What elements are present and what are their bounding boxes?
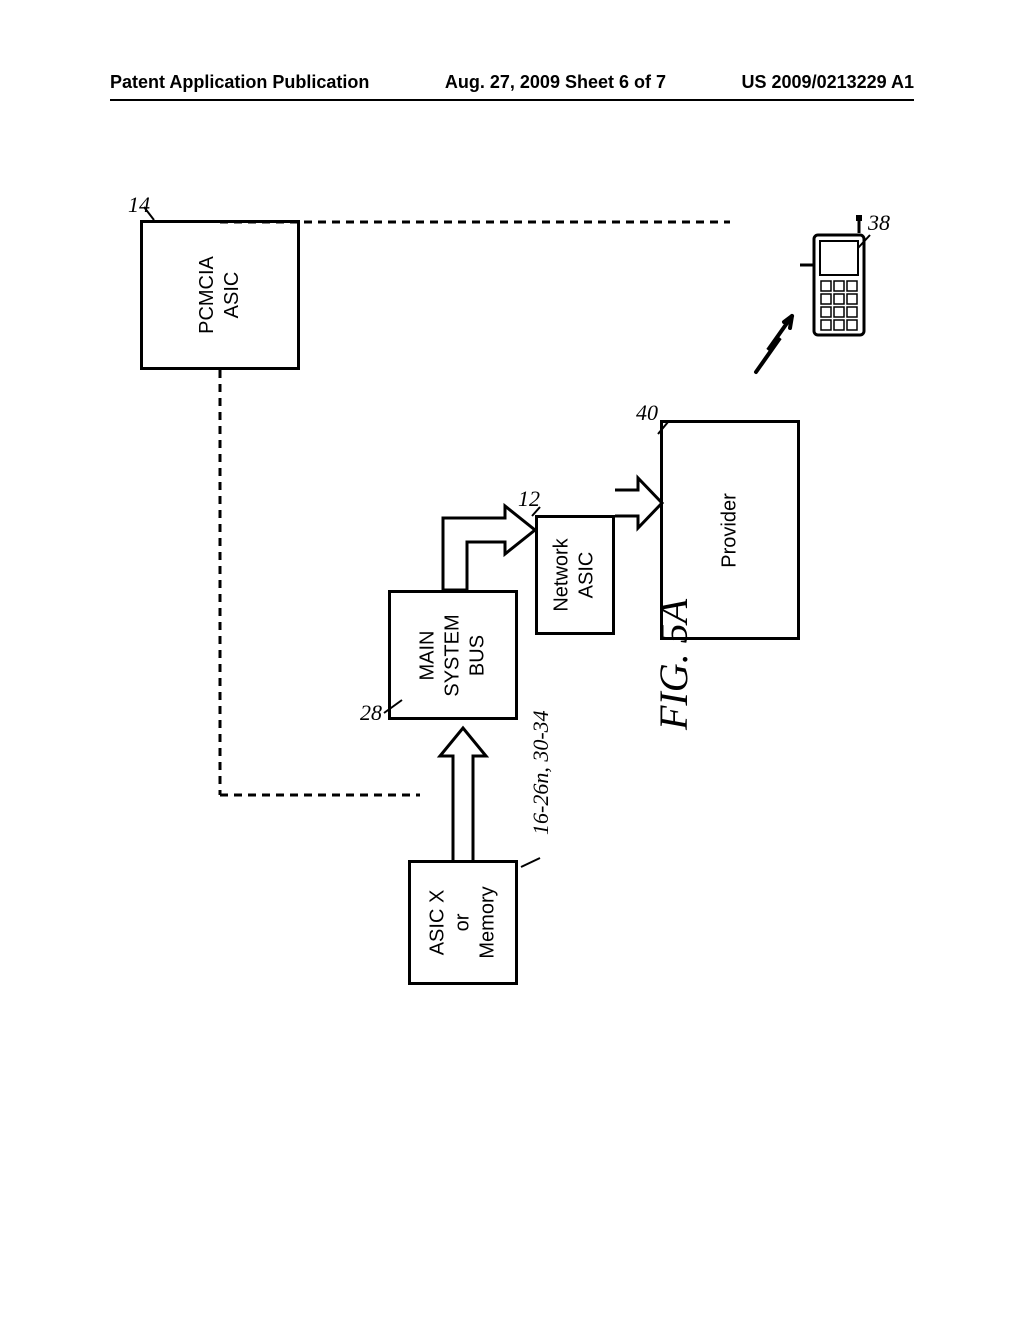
- phone-icon: [814, 215, 864, 335]
- ref-16: 16-26n, 30-34: [528, 710, 554, 835]
- ref-12: 12: [518, 486, 540, 512]
- ref-40: 40: [636, 400, 658, 426]
- diagram-svg: [140, 200, 900, 1100]
- ref-14: 14: [128, 192, 150, 218]
- tick-28: [384, 700, 402, 713]
- header-left: Patent Application Publication: [110, 72, 369, 93]
- tick-16: [521, 858, 540, 867]
- arrow-asicx-bus: [440, 728, 486, 860]
- header-center: Aug. 27, 2009 Sheet 6 of 7: [445, 72, 666, 93]
- page-header: Patent Application Publication Aug. 27, …: [110, 72, 914, 101]
- lightning-icon: [756, 316, 792, 372]
- ref-28: 28: [360, 700, 382, 726]
- arrow-network-provider: [615, 478, 662, 528]
- arrow-bus-network: [443, 506, 535, 590]
- diagram: PCMCIAASIC MAINSYSTEMBUS NetworkASIC Pro…: [140, 200, 900, 1100]
- ref-38: 38: [868, 210, 890, 236]
- page: Patent Application Publication Aug. 27, …: [0, 0, 1024, 1320]
- tick-40: [658, 422, 668, 434]
- header-right: US 2009/0213229 A1: [742, 72, 914, 93]
- figure-label: FIG. 5A: [650, 599, 697, 730]
